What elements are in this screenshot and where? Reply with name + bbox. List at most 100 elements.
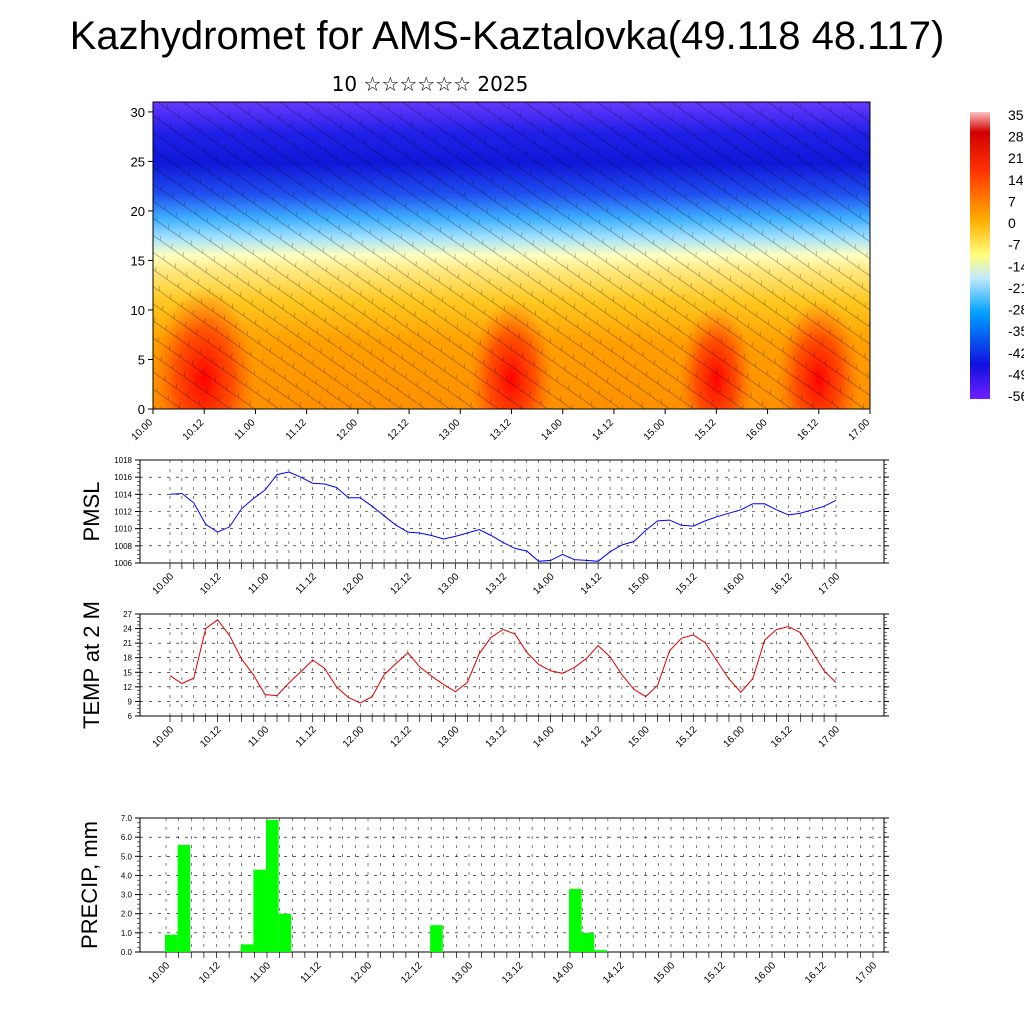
colorbar-label: -28: [1008, 302, 1024, 318]
precip-ylabel: PRECIP, mm: [77, 821, 102, 949]
heatmap-xtick-label: 10.12: [181, 417, 207, 443]
pmsl-xtick-label: 11.00: [246, 571, 271, 596]
colorbar-label: -14: [1008, 258, 1024, 274]
pmsl-ytick-label: 1006: [114, 559, 132, 568]
temp_2m-xtick-label: 12.12: [389, 724, 415, 750]
temp_2m-xtick-label: 15.00: [626, 724, 652, 750]
temp_2m-frame: [139, 613, 885, 717]
wind-barbs-overlay: [153, 102, 870, 409]
temp_2m-xtick-label: 10.12: [198, 724, 224, 750]
precip-bar: [569, 888, 582, 952]
precip-bar: [278, 913, 292, 952]
heatmap-xtick-label: 11.12: [284, 417, 309, 442]
precip-ytick-label: 1.0: [121, 929, 133, 938]
pmsl-xtick-label: 16.12: [769, 571, 795, 597]
pmsl-xtick-label: 16.00: [722, 571, 748, 597]
page-subtitle: 10 ☆☆☆☆☆☆ 2025: [331, 72, 529, 96]
precip-ytick-label: 0.0: [121, 948, 133, 957]
precip-xtick-label: 15.00: [652, 960, 678, 986]
precip-xtick-label: 10.00: [147, 960, 173, 986]
pmsl-ylabel: PMSL: [79, 482, 104, 542]
pmsl-xtick-label: 12.00: [341, 571, 367, 597]
heatmap-ytick-label: 10: [131, 303, 145, 318]
pmsl-xtick-label: 10.00: [151, 571, 177, 597]
pmsl-ytick-label: 1010: [114, 525, 132, 534]
pmsl-ytick-label: 1016: [114, 473, 132, 482]
precip-xtick-label: 10.12: [197, 960, 223, 986]
temp_2m-ytick-label: 6: [128, 712, 133, 721]
precip-xtick-label: 14.00: [551, 960, 577, 986]
pmsl-xtick-label: 13.12: [484, 571, 510, 597]
temp_2m-ytick-label: 18: [123, 654, 132, 663]
temp_2m-xtick-label: 11.12: [294, 724, 319, 749]
temp_2m-xtick-label: 16.00: [722, 724, 748, 750]
colorbar-label: 35: [1008, 107, 1024, 123]
precip-xtick-label: 14.12: [601, 960, 627, 986]
heatmap-ytick-label: 20: [131, 204, 145, 219]
colorbar-label: 28: [1008, 129, 1024, 145]
pmsl-xtick-label: 17.00: [817, 571, 843, 597]
colorbar-label: 21: [1008, 150, 1024, 166]
precip-bar: [266, 819, 279, 952]
pmsl-xtick-label: 15.12: [674, 571, 700, 597]
pmsl-series-line: [169, 471, 837, 562]
heatmap-xtick-label: 16.12: [795, 417, 821, 443]
precip-bar: [253, 869, 266, 952]
pmsl-ytick-label: 1018: [114, 456, 132, 465]
temp_2m-ytick-label: 12: [123, 683, 132, 692]
heatmap-xtick-label: 12.00: [335, 417, 361, 443]
colorbar-label: -35: [1008, 323, 1024, 339]
heatmap-field: [153, 102, 870, 409]
colorbar: [970, 112, 990, 399]
temp_2m-ytick-label: 21: [123, 639, 132, 648]
temp_2m-ytick-label: 9: [128, 697, 133, 706]
heatmap-xtick-label: 17.00: [847, 417, 873, 443]
precip-xtick-label: 13.12: [500, 960, 526, 986]
precip-xtick-label: 13.00: [450, 960, 476, 986]
heatmap-xtick-label: 14.00: [539, 417, 565, 443]
page-title: Kazhydromet for AMS-Kaztalovka(49.118 48…: [69, 14, 945, 58]
heatmap-xtick-label: 15.12: [693, 417, 719, 443]
pmsl-xtick-label: 10.12: [198, 571, 224, 597]
precip-xtick-label: 17.00: [854, 960, 880, 986]
heatmap-ytick-label: 5: [138, 352, 145, 367]
heatmap-xtick-label: 14.12: [591, 417, 617, 443]
precip-ytick-label: 7.0: [121, 814, 133, 823]
temp_2m-xtick-label: 12.00: [341, 724, 367, 750]
pmsl-xtick-label: 12.12: [389, 571, 415, 597]
heatmap-xtick-label: 16.00: [744, 417, 770, 443]
precip-bar: [177, 844, 191, 952]
pmsl-xtick-label: 13.00: [436, 571, 462, 597]
colorbar-label: 14: [1008, 172, 1024, 188]
pmsl-xtick-label: 14.00: [531, 571, 557, 597]
precip-ytick-label: 2.0: [121, 910, 133, 919]
precip-xtick-label: 16.00: [753, 960, 779, 986]
pmsl-xtick-label: 14.12: [579, 571, 605, 597]
pmsl-xtick-label: 11.12: [294, 571, 319, 596]
precip-xtick-label: 11.12: [299, 960, 324, 985]
colorbar-label: -49: [1008, 366, 1024, 382]
precip-ytick-label: 4.0: [121, 871, 133, 880]
colorbar-label: -21: [1008, 280, 1024, 296]
precip-xtick-label: 16.12: [803, 960, 829, 986]
heatmap-ytick-label: 30: [131, 105, 145, 120]
pmsl-xtick-label: 15.00: [626, 571, 652, 597]
precip-ytick-label: 6.0: [121, 833, 133, 842]
temp_2m-ylabel: TEMP at 2 M: [79, 601, 104, 729]
temp_2m-xtick-label: 15.12: [674, 724, 700, 750]
colorbar-label: 0: [1008, 215, 1016, 231]
precip-bar: [430, 925, 443, 952]
temp_2m-xtick-label: 16.12: [769, 724, 795, 750]
heatmap-xtick-label: 11.00: [233, 417, 258, 442]
heatmap-xtick-label: 13.00: [437, 417, 463, 443]
temp_2m-xtick-label: 17.00: [817, 724, 843, 750]
colorbar-label: 7: [1008, 193, 1016, 209]
temp_2m-xtick-label: 13.12: [484, 724, 510, 750]
temp_2m-ytick-label: 27: [123, 610, 132, 619]
heatmap-ytick-label: 0: [138, 402, 145, 417]
temp_2m-ytick-label: 24: [123, 625, 132, 634]
pmsl-ytick-label: 1014: [114, 490, 132, 499]
precip-xtick-label: 12.00: [349, 960, 375, 986]
colorbar-label: -42: [1008, 345, 1024, 361]
